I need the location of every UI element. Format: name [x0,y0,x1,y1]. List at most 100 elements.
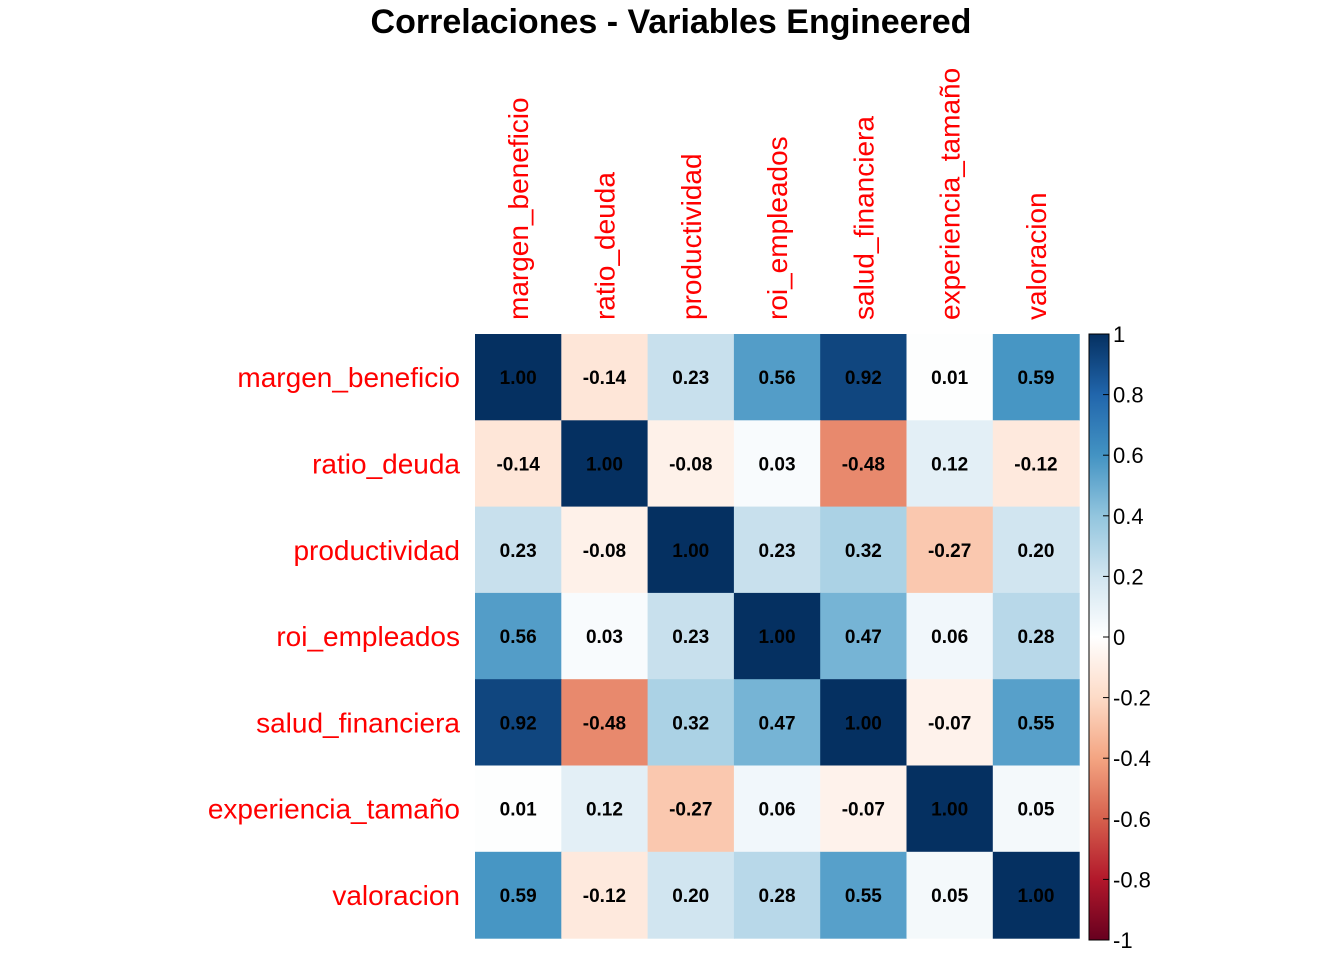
heatmap-cell [906,506,994,594]
cell-value-label: 0.06 [759,800,796,821]
cell-value-label: 0.01 [500,800,537,821]
heatmap-cell [733,765,821,853]
heatmap-cell [820,592,908,680]
cell-value-label: -0.12 [583,886,626,907]
cell-value-label: 0.92 [500,713,537,734]
cell-value-label: -0.48 [583,713,626,734]
cell-value-label: 1.00 [500,368,537,389]
heatmap-cell [475,851,562,939]
heatmap-cell [992,679,1080,767]
cell-value-label: -0.08 [583,541,626,562]
cell-value-label: -0.12 [1014,454,1057,475]
row-label: roi_empleados [276,621,460,652]
legend-tick-label: 0.4 [1113,504,1144,529]
cell-value-label: 0.01 [931,368,968,389]
cell-value-label: 1.00 [672,541,709,562]
cell-value-label: 0.47 [845,627,882,648]
legend-tick-label: -1 [1113,928,1133,953]
cell-value-label: 1.00 [845,713,882,734]
heatmap-cell [647,851,735,939]
cell-value-label: 0.28 [1017,627,1054,648]
heatmap-cell [906,851,994,939]
cell-value-label: -0.08 [669,454,712,475]
heatmap-cell [820,765,908,853]
cell-value-label: 0.23 [500,541,537,562]
row-label: productividad [293,535,460,566]
cell-value-label: 0.23 [672,627,709,648]
legend-tick-label: 0.8 [1113,383,1144,408]
heatmap-cell [561,420,649,508]
cell-value-label: 0.56 [500,627,537,648]
row-label: experiencia_tamaño [208,794,460,825]
row-label: ratio_deuda [312,448,460,479]
heatmap-cell [906,420,994,508]
heatmap-cell [733,506,821,594]
heatmap-cell [733,679,821,767]
cell-value-label: 0.03 [586,627,623,648]
column-labels: margen_beneficio ratio_deuda productividad… [503,68,1052,320]
cell-value-label: -0.48 [842,454,885,475]
heatmap-cell [906,679,994,767]
heatmap-cell [906,334,994,421]
chart-title: Correlaciones - Variables Engineered [371,3,972,41]
heatmap-cell [475,420,562,508]
heatmap-cell [992,592,1080,680]
heatmap-cell [733,334,821,421]
cell-value-label: 0.59 [500,886,537,907]
heatmap-cell [475,592,562,680]
column-label: valoracion [1021,192,1052,320]
heatmap-cell [906,592,994,680]
cell-value-label: 0.12 [931,454,968,475]
legend-tick-label: 1 [1113,322,1125,347]
heatmap-cell [820,851,908,939]
heatmap-cell [647,506,735,594]
heatmap-cell [992,851,1080,939]
column-label: margen_beneficio [503,97,534,320]
legend-tick-label: -0.2 [1113,686,1151,711]
cell-value-label: -0.07 [842,800,885,821]
legend-tick-label: -0.8 [1113,867,1151,892]
heatmap-cell [647,420,735,508]
cell-value-label: 0.32 [672,713,709,734]
legend-tick-label: 0 [1113,625,1125,650]
cell-value-label: 0.55 [1017,713,1054,734]
heatmap-cell [475,765,562,853]
cell-value-label: 0.23 [759,541,796,562]
row-label: salud_financiera [256,707,460,738]
cell-value-label: 0.03 [759,454,796,475]
heatmap-cell [561,679,649,767]
cell-value-label: -0.27 [928,541,971,562]
legend-tick-label: -0.4 [1113,746,1151,771]
heatmap-cell [992,765,1080,853]
column-label: experiencia_tamaño [935,68,966,320]
cell-value-label: -0.14 [496,454,540,475]
heatmap-cell [733,592,821,680]
cell-value-label: 0.59 [1017,368,1054,389]
cell-value-label: -0.14 [583,368,627,389]
heatmap-cell [820,420,908,508]
heatmap-cells: 1.00 -0.14 0.23 0.56 0.92 0.01 0.59 -0.14 1.00 -0… [475,334,1080,939]
heatmap-cell [820,334,908,421]
heatmap-cell [647,334,735,421]
heatmap-cell [475,679,562,767]
cell-value-label: 0.12 [586,800,623,821]
cell-value-label: 0.23 [672,368,709,389]
column-label: roi_empleados [762,136,793,320]
heatmap-cell [561,334,649,421]
cell-value-label: -0.07 [928,713,971,734]
column-label: salud_financiera [848,116,879,320]
cell-value-label: 0.06 [931,627,968,648]
cell-value-label: 0.20 [672,886,709,907]
cell-value-label: 0.32 [845,541,882,562]
cell-value-label: 0.92 [845,368,882,389]
legend-tick-label: 0.6 [1113,443,1144,468]
column-label: ratio_deuda [589,172,620,320]
cell-value-label: 1.00 [931,800,968,821]
cell-value-label: 0.20 [1017,541,1054,562]
row-labels: margen_beneficio ratio_deuda productividad… [208,362,461,911]
legend-tick-label: 0.2 [1113,564,1144,589]
row-label: valoracion [332,880,460,911]
heatmap-cell [475,506,562,594]
